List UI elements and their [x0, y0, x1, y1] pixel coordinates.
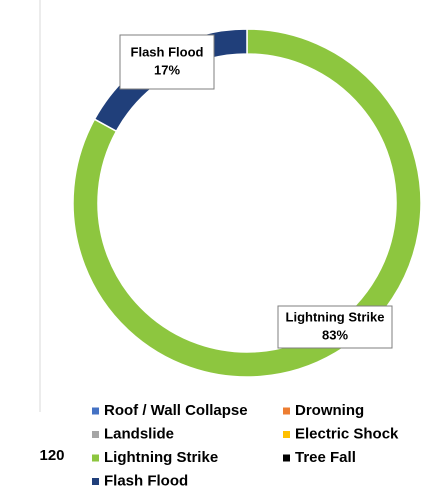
- data-label-name: Lightning Strike: [286, 309, 385, 324]
- legend-label: Flash Flood: [104, 472, 188, 489]
- legend-swatch: [283, 431, 290, 438]
- legend-swatch: [283, 407, 290, 415]
- donut-slice: [72, 28, 422, 378]
- legend-swatch: [92, 478, 99, 485]
- legend-label: Landslide: [104, 425, 174, 442]
- data-label-name: Flash Flood: [131, 44, 204, 59]
- legend-label: Electric Shock: [295, 425, 399, 442]
- legend-swatch: [283, 454, 290, 462]
- data-label-value: 17%: [154, 62, 180, 77]
- legend-swatch: [92, 407, 99, 415]
- legend-label: Roof / Wall Collapse: [104, 402, 248, 419]
- annotation: 120: [39, 447, 64, 464]
- legend-label: Lightning Strike: [104, 449, 218, 466]
- legend-label: Drowning: [295, 402, 364, 419]
- legend-label: Tree Fall: [295, 449, 356, 466]
- legend-swatch: [92, 454, 99, 462]
- legend-swatch: [92, 431, 99, 438]
- data-label-box: [277, 305, 393, 349]
- data-label-value: 83%: [322, 327, 348, 342]
- data-label-box: [119, 34, 215, 90]
